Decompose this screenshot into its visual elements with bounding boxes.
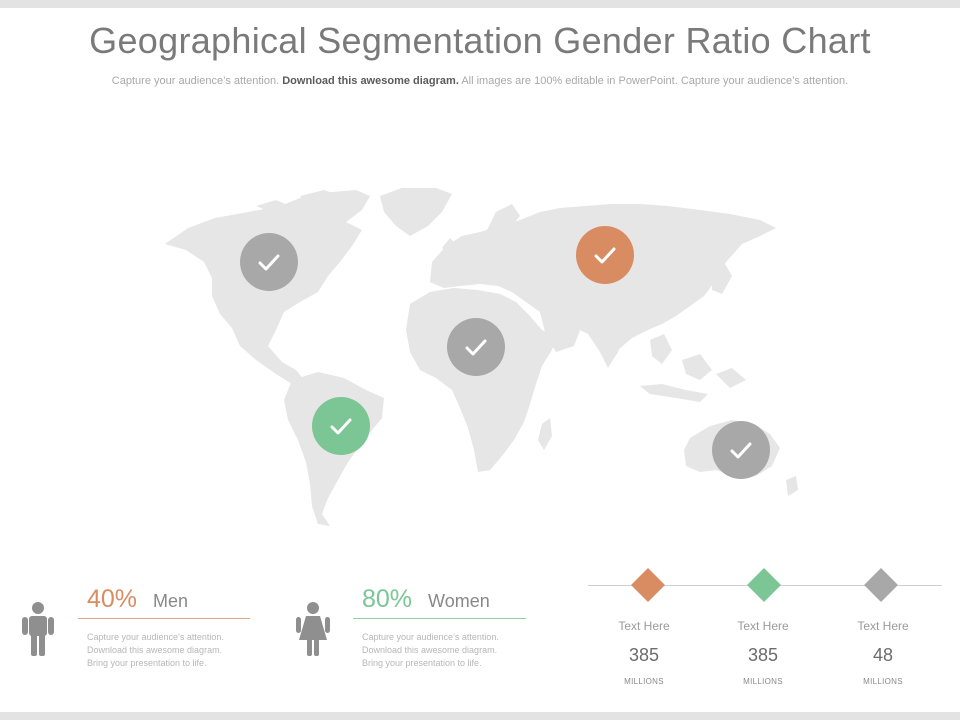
men-underline	[78, 618, 250, 619]
men-stat: 40% Men Capture your audience’s attentio…	[78, 585, 250, 670]
men-desc-line: Bring your presentation to life.	[87, 658, 207, 668]
subtitle-text: Capture your audience’s attention.	[111, 75, 280, 87]
marker-north-america	[240, 233, 298, 291]
metric-1: Text Here 385 MILLIONS	[589, 619, 699, 686]
metric-label: Text Here	[737, 619, 789, 633]
women-percent: 80%	[362, 585, 413, 613]
female-person-icon	[296, 602, 330, 656]
marker-australia	[712, 421, 770, 479]
women-stat: 80% Women Capture your audience’s attent…	[353, 585, 526, 670]
check-icon	[465, 339, 487, 356]
greenland-shape	[380, 188, 452, 236]
metric-label: Text Here	[618, 619, 670, 633]
women-desc-line: Bring your presentation to life.	[362, 658, 482, 668]
metric-2: Text Here 385 MILLIONS	[708, 619, 818, 686]
women-desc-line: Capture your audience’s attention.	[362, 632, 499, 642]
men-description: Capture your audience’s attention. Downl…	[87, 631, 250, 670]
women-desc-line: Download this awesome diagram.	[362, 645, 498, 655]
top-bar	[0, 0, 960, 8]
check-icon	[594, 247, 616, 264]
women-description: Capture your audience’s attention. Downl…	[362, 631, 526, 670]
bottom-bar	[0, 712, 960, 720]
women-label: Women	[428, 591, 490, 611]
check-icon	[330, 418, 352, 435]
check-icon	[258, 254, 280, 271]
men-percent: 40%	[87, 585, 138, 613]
metric-value: 385	[747, 645, 779, 665]
male-person-icon	[22, 602, 54, 656]
metric-unit: MILLIONS	[743, 677, 783, 686]
subtitle-bold-text: Download this awesome diagram.	[282, 75, 459, 87]
subtitle-text-2: All images are 100% editable in PowerPoi…	[461, 75, 849, 87]
metric-value: 48	[872, 645, 894, 665]
africa-shape	[406, 288, 556, 472]
marker-africa	[447, 318, 505, 376]
metric-label: Text Here	[857, 619, 909, 633]
page-title: Geographical Segmentation Gender Ratio C…	[89, 20, 871, 61]
women-underline	[353, 618, 526, 619]
marker-russia	[576, 226, 634, 284]
metric-value: 385	[628, 645, 660, 665]
check-icon	[730, 442, 752, 459]
men-label: Men	[153, 591, 189, 611]
metric-unit: MILLIONS	[863, 677, 903, 686]
marker-south-america	[312, 397, 370, 455]
page-subtitle: Capture your audience’s attention. Downl…	[0, 75, 960, 87]
men-desc-line: Download this awesome diagram.	[87, 645, 223, 655]
men-desc-line: Capture your audience’s attention.	[87, 632, 224, 642]
metric-unit: MILLIONS	[624, 677, 664, 686]
metric-3: Text Here 48 MILLIONS	[828, 619, 938, 686]
